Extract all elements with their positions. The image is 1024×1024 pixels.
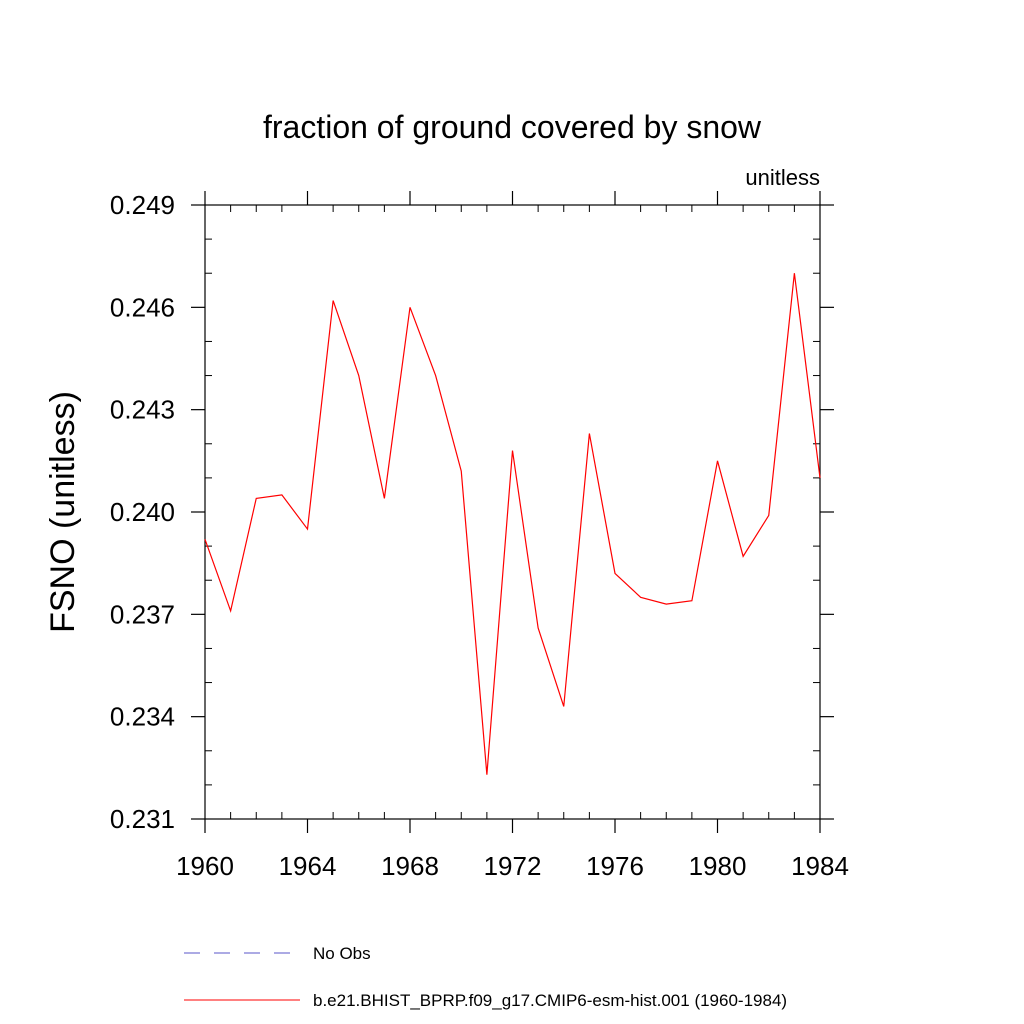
x-tick-label: 1968 bbox=[381, 851, 439, 881]
y-tick-label: 0.237 bbox=[110, 599, 175, 629]
tick-labels: 1960 1964 1968 1972 1976 1980 1984 0.231 0.234 0.… bbox=[110, 190, 849, 881]
x-tick-label: 1964 bbox=[279, 851, 337, 881]
y-axis-label: FSNO (unitless) bbox=[44, 391, 82, 633]
y-tick-label: 0.246 bbox=[110, 292, 175, 322]
y-tick-label: 0.243 bbox=[110, 395, 175, 425]
x-tick-label: 1972 bbox=[484, 851, 542, 881]
x-tick-label: 1960 bbox=[176, 851, 234, 881]
legend: No Obs b.e21.BHIST_BPRP.f09_g17.CMIP6-esm… bbox=[184, 944, 787, 1010]
legend-label-1: b.e21.BHIST_BPRP.f09_g17.CMIP6-esm-hist.… bbox=[313, 991, 787, 1010]
units-label: unitless bbox=[745, 165, 820, 190]
x-tick-label: 1976 bbox=[586, 851, 644, 881]
y-tick-label: 0.249 bbox=[110, 190, 175, 220]
x-tick-label: 1980 bbox=[689, 851, 747, 881]
axis-ticks bbox=[191, 191, 834, 833]
y-tick-label: 0.240 bbox=[110, 497, 175, 527]
x-tick-label: 1984 bbox=[791, 851, 849, 881]
series-layer bbox=[204, 273, 821, 775]
series-line-1 bbox=[204, 273, 821, 775]
legend-label-0: No Obs bbox=[313, 944, 371, 963]
chart-title: fraction of ground covered by snow bbox=[263, 109, 762, 145]
y-tick-label: 0.234 bbox=[110, 702, 175, 732]
plot-frame bbox=[204, 204, 821, 820]
y-tick-label: 0.231 bbox=[110, 804, 175, 834]
